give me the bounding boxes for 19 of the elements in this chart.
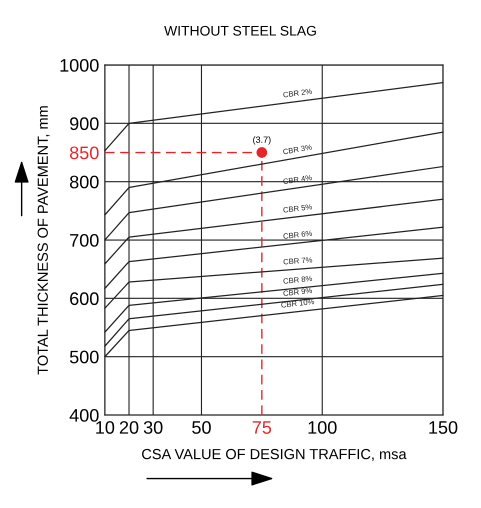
x-axis-title: CSA VALUE OF DESIGN TRAFFIC, msa	[142, 448, 407, 461]
y-tick-label: 400	[70, 408, 99, 422]
x-tick-label: 20	[120, 421, 138, 434]
annotation: (3.7)	[253, 136, 271, 145]
chart-title: WITHOUT STEEL SLAG	[164, 26, 316, 36]
x-tick-label: 100	[308, 421, 337, 434]
y-axis-title: TOTAL THICKNESS OF PAVEMENT, mm	[38, 106, 50, 374]
x-tick-label: 150	[429, 421, 458, 434]
y-tick-label: 1000	[60, 58, 99, 72]
x-tick-label: 30	[144, 421, 162, 434]
y-tick-label: 850	[70, 146, 99, 160]
x-tick-label: 50	[192, 421, 211, 434]
y-tick-label: 900	[70, 117, 99, 130]
y-tick-label: 500	[70, 350, 99, 364]
y-tick-label: 700	[70, 234, 99, 247]
y-tick-label: 800	[70, 176, 99, 188]
x-tick-label: 10	[96, 421, 114, 434]
x-tick-label: 75	[252, 421, 272, 434]
y-tick-label: 600	[70, 292, 99, 306]
